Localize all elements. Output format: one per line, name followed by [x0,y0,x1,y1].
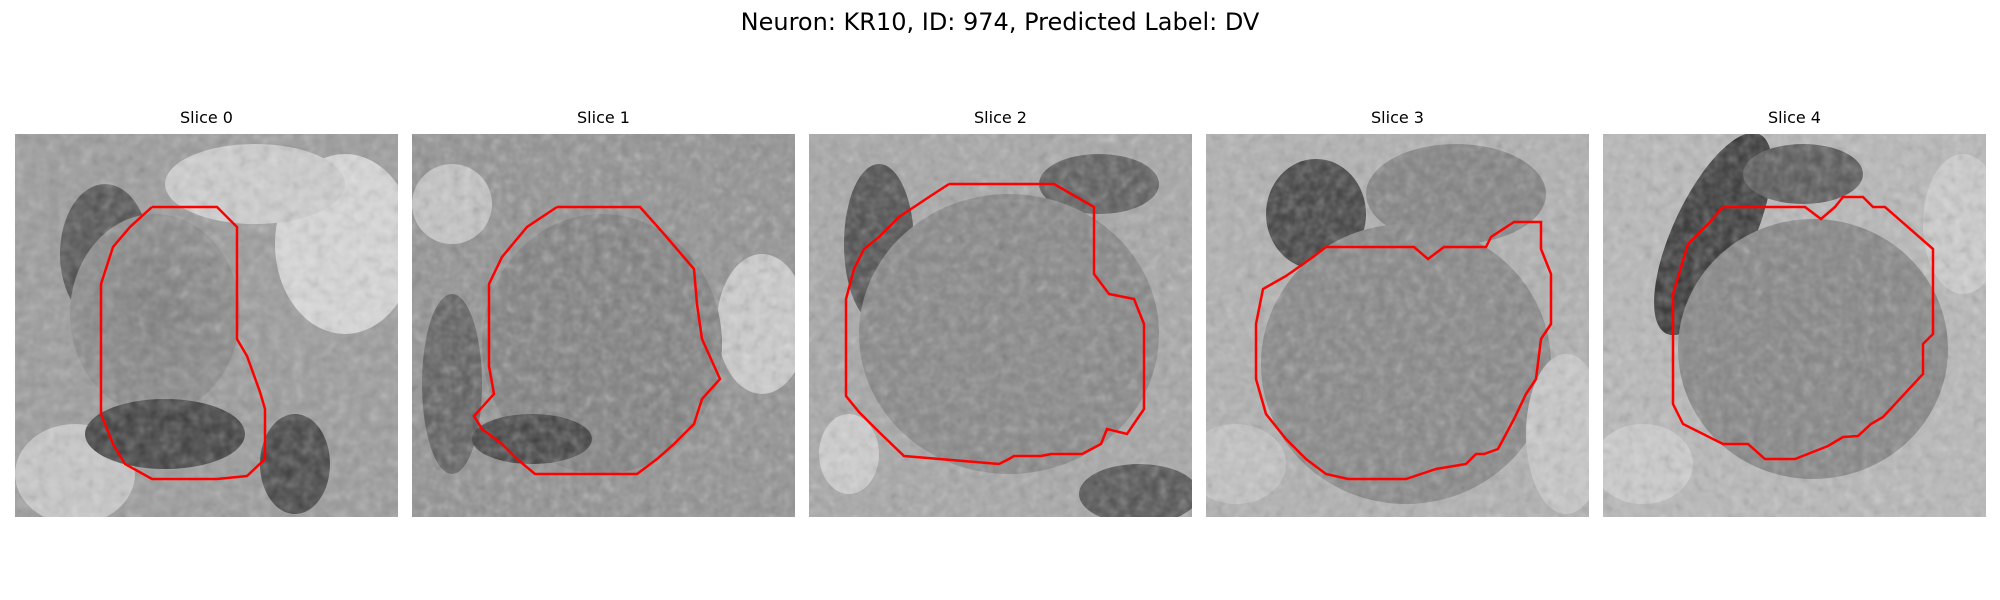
slice-panel-2: Slice 2 [809,108,1192,517]
slice-image-4 [1603,134,1986,517]
slice-image-2 [809,134,1192,517]
slice-image-1 [412,134,795,517]
figure-title: Neuron: KR10, ID: 974, Predicted Label: … [740,8,1260,36]
slice-panel-1: Slice 1 [412,108,795,517]
roi-contour-0 [99,205,267,481]
roi-contour-1 [472,205,722,476]
slice-title-2: Slice 2 [974,108,1027,127]
slice-image-0 [15,134,398,517]
slice-title-0: Slice 0 [180,108,233,127]
slice-panel-3: Slice 3 [1206,108,1589,517]
slice-title-3: Slice 3 [1371,108,1424,127]
slice-title-1: Slice 1 [577,108,630,127]
roi-contour-4 [1671,195,1935,461]
slice-panel-4: Slice 4 [1603,108,1986,517]
slice-title-4: Slice 4 [1768,108,1821,127]
roi-contour-3 [1254,220,1553,481]
slice-panel-0: Slice 0 [15,108,398,517]
roi-contour-2 [844,182,1146,466]
slice-image-3 [1206,134,1589,517]
